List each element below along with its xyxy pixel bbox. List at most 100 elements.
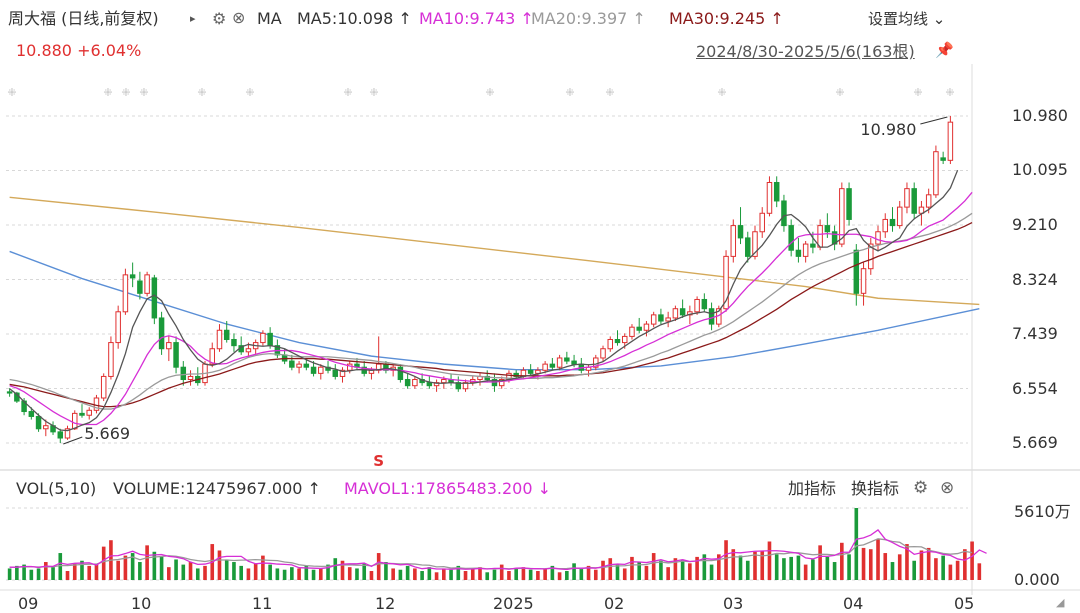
volume-bar <box>51 567 55 580</box>
volume-bar <box>847 554 851 580</box>
candle-body <box>701 298 708 310</box>
candle-body <box>100 375 107 399</box>
ma-settings-gear-icon[interactable]: ⚙ <box>212 9 227 28</box>
volume-bar <box>239 565 243 580</box>
volume-bar <box>774 554 779 580</box>
volume-bar <box>528 569 533 580</box>
candle-body <box>629 326 635 337</box>
volume-bar <box>782 558 786 580</box>
event-marker-icon: ⁜ <box>139 86 148 99</box>
volume-bar <box>304 565 309 580</box>
x-tick-label: 05 <box>954 594 975 613</box>
volume-bar <box>420 571 424 580</box>
resize-handle-icon[interactable]: ◢ <box>1056 596 1065 609</box>
volume-bar <box>680 559 685 580</box>
swap-indicator-button[interactable]: 换指标 <box>851 479 900 498</box>
candle-body <box>658 314 664 322</box>
event-marker-icon: ⁜ <box>717 86 726 99</box>
candle-body <box>600 348 606 359</box>
volume-bar <box>398 569 403 580</box>
volume-bar <box>427 567 432 580</box>
volume-bar <box>695 556 699 580</box>
candle-body <box>904 188 910 208</box>
candle-body <box>737 225 744 239</box>
volume-bar <box>43 562 48 580</box>
candle-body <box>397 366 404 381</box>
volume-bar <box>195 568 200 580</box>
candle-body <box>549 363 556 368</box>
candle-body <box>441 379 447 384</box>
volume-gear-icon[interactable]: ⚙ <box>913 478 929 498</box>
event-marker-icon: ⁜ <box>7 86 16 99</box>
volume-bar <box>290 567 294 580</box>
volume-bar <box>130 553 135 580</box>
candle-body <box>846 188 852 220</box>
expand-caret-icon[interactable]: ▸ <box>190 12 196 25</box>
candle-body <box>679 308 686 316</box>
stock-title[interactable]: 周大福 (日线,前复权) <box>8 9 159 28</box>
volume-bar <box>666 567 670 580</box>
ma10-line <box>9 191 973 426</box>
volume-bar <box>702 554 707 580</box>
candle-body <box>607 339 614 350</box>
price-tick-label: 10.095 <box>1012 160 1068 180</box>
volume-bar <box>138 562 142 580</box>
volume-bar <box>478 567 482 580</box>
volume-bar <box>608 558 613 580</box>
event-marker-icon: ⁜ <box>913 86 922 99</box>
ma-settings-link[interactable]: 设置均线 ⌄ <box>868 10 946 28</box>
volume-tick-label: 5610万 <box>1014 502 1071 521</box>
candle-body <box>868 243 874 270</box>
ma30-line <box>9 221 973 408</box>
candle-body <box>665 317 671 322</box>
volume-bar <box>7 568 12 580</box>
volume-bar <box>854 508 859 580</box>
ma-close-icon[interactable]: ⊗ <box>232 8 246 27</box>
x-tick-label: 04 <box>843 594 864 613</box>
candle-body <box>802 243 809 257</box>
pin-icon[interactable]: 📌 <box>935 41 954 59</box>
event-marker-icon: ⁜ <box>369 86 378 99</box>
volume-bar <box>326 564 330 580</box>
volume-bar <box>442 568 446 580</box>
candle-body <box>108 342 114 377</box>
volume-bar <box>449 569 453 580</box>
price-tick-label: 8.324 <box>1012 269 1058 289</box>
volume-bar <box>955 560 960 580</box>
candle-body <box>318 366 324 374</box>
candle-body <box>209 348 215 365</box>
volume-bar <box>673 558 678 580</box>
volume-bar <box>87 565 92 580</box>
volume-value: VOLUME:12475967.000 ↑ <box>113 479 321 498</box>
volume-bar <box>934 558 938 580</box>
last-price: 10.880 +6.04% <box>16 41 142 60</box>
price-tick-label: 10.980 <box>1012 106 1068 125</box>
volume-bar <box>731 549 736 580</box>
volume-bar <box>941 555 945 580</box>
candle-body <box>593 357 599 368</box>
volume-bar <box>593 569 598 580</box>
chevron-down-icon: ⌄ <box>932 10 946 28</box>
volume-bar <box>912 560 917 580</box>
date-range[interactable]: 2024/8/30-2025/5/6(163根) <box>696 42 915 61</box>
candle-body <box>332 369 339 377</box>
volume-bar <box>659 560 663 580</box>
candle-body <box>643 323 650 331</box>
volume-bar <box>753 551 757 580</box>
candle-body <box>896 206 903 227</box>
volume-bar <box>369 571 374 580</box>
volume-bar <box>717 554 721 580</box>
volume-close-icon[interactable]: ⊗ <box>940 478 955 498</box>
add-indicator-button[interactable]: 加指标 <box>788 479 837 498</box>
volume-bar <box>803 564 808 580</box>
candle-body <box>72 412 78 430</box>
volume-bar <box>159 556 164 580</box>
candle-body <box>79 412 85 416</box>
volume-bar <box>22 564 26 580</box>
volume-bar <box>58 553 63 580</box>
volume-bar <box>818 545 822 580</box>
volume-bar <box>644 565 649 580</box>
volume-bar <box>745 560 750 580</box>
volume-bar <box>543 568 547 580</box>
